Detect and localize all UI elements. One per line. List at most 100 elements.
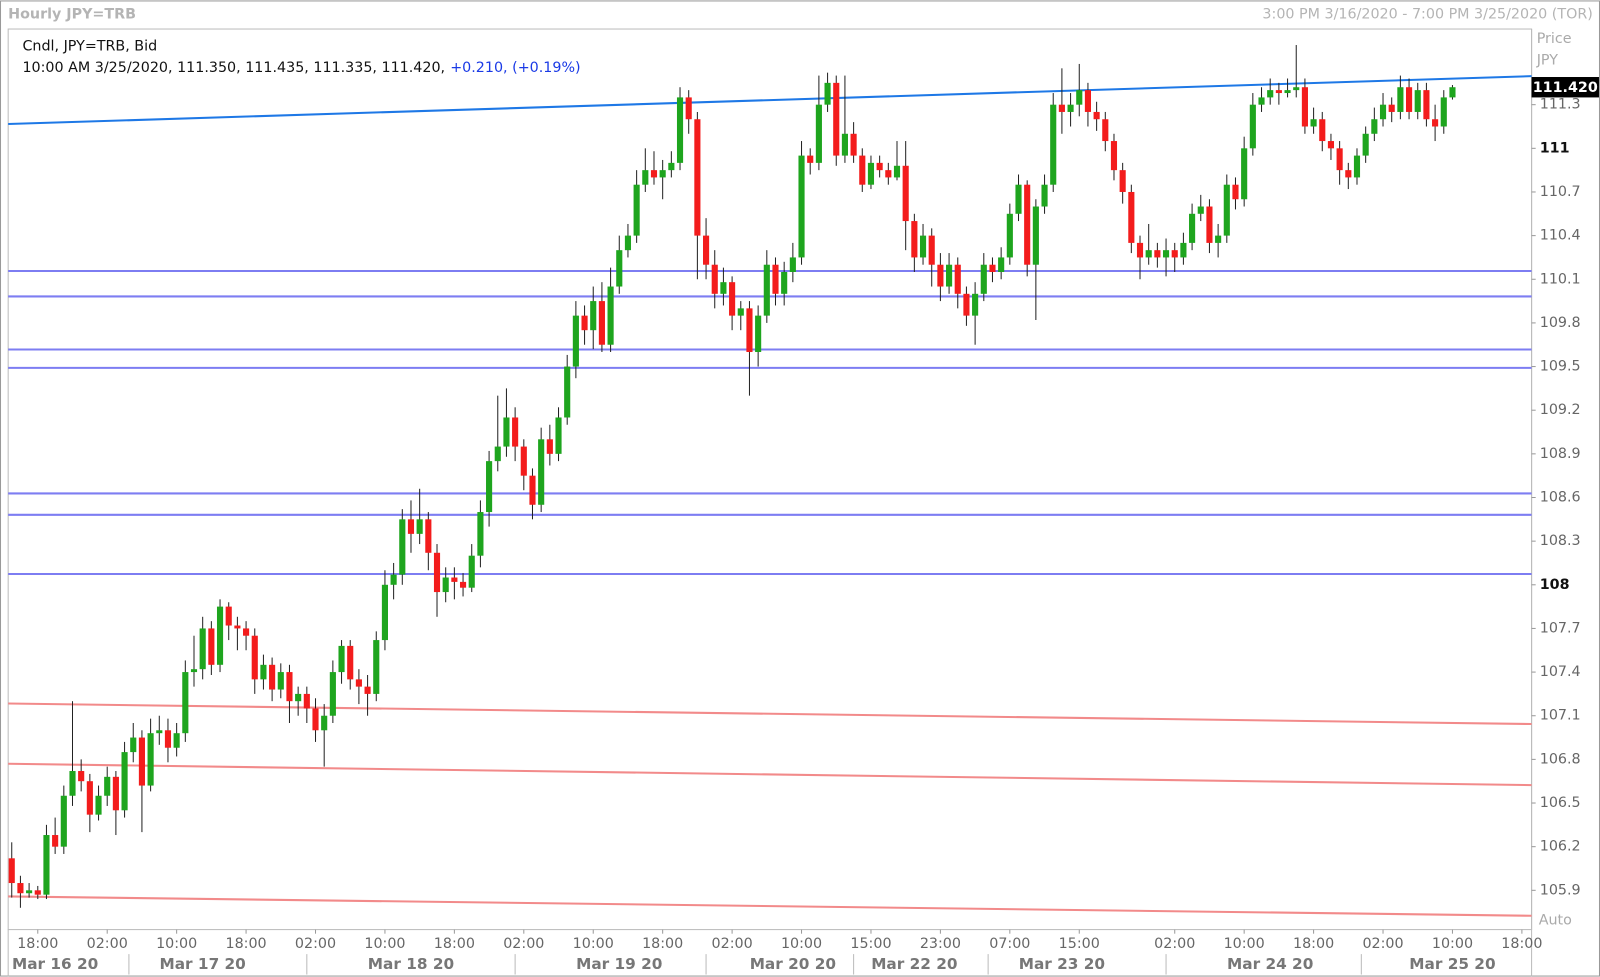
candle-body [1076,90,1083,105]
candle-body [182,672,189,734]
candle-body [546,439,553,454]
candle-body [702,235,710,265]
candle-body [486,461,493,513]
candles [8,45,1456,908]
candle-body [121,752,128,811]
candle-body [1284,90,1291,94]
candle-body [1241,148,1248,200]
y-tick-label: 106.8 [1540,751,1581,767]
x-tick-label: 10:00 [156,936,197,952]
candle-body [416,519,423,534]
y-tick-label: 109.8 [1540,315,1581,331]
candle-body [1232,184,1239,200]
candle-body [321,715,328,731]
candle-body [1110,141,1118,171]
candle-body [147,733,154,786]
candle-body [1293,87,1300,91]
candle-body [1180,242,1187,258]
candle-body [1388,104,1395,112]
candle-body [1440,97,1447,127]
last-price-tag [1531,77,1599,98]
x-tick-label: 02:00 [87,936,128,952]
candle-body [763,264,770,316]
candle-body [798,155,805,258]
candle-body [824,82,831,105]
y-tick-label: 109.2 [1540,402,1581,418]
candle-body [451,577,458,582]
axis-unit: JPY [1536,53,1559,69]
candle-body [34,890,41,895]
y-tick-label: 110.4 [1540,228,1581,244]
candle-body [668,162,675,171]
candle-body [720,282,727,294]
candle-body [112,776,119,811]
x-tick-label: 02:00 [1362,936,1403,952]
candle-body [468,555,475,588]
candle-body [841,133,848,156]
candle-body [1162,250,1170,258]
x-tick-label: 02:00 [712,936,753,952]
candle-body [86,781,93,815]
x-tick-label: 15:00 [850,936,891,952]
axes: 105.9 106.2 106.5 106.8 107.1 107.4 107.7 108 10… [12,77,1599,975]
candle-body [130,737,137,753]
trend-line [8,75,1532,126]
candle-body [572,315,579,367]
candle-body [433,552,441,593]
candle-body [746,308,753,353]
scale-mode[interactable]: Auto [1539,912,1572,928]
candle-body [538,439,545,505]
x-tick-label: 07:00 [989,936,1030,952]
candle-body [373,640,380,694]
candle-body [243,628,250,636]
candle-body [1423,90,1430,120]
candle-body [260,664,267,680]
x-tick-label: 18:00 [1293,936,1334,952]
candle-body [1119,170,1126,192]
y-tick-label: 108.3 [1540,533,1581,549]
candle-body [1397,87,1404,112]
candle-body [781,271,788,294]
candle-body [503,417,510,447]
candle-body [598,301,605,345]
candle-body [1015,184,1022,214]
candle-body [902,165,909,222]
candle-body [624,235,632,251]
candle-body [729,282,736,316]
candle-body [711,264,718,294]
date-label: Mar 22 20 [871,955,957,973]
x-tick-label: 10:00 [1432,936,1473,952]
candle-body [1362,133,1369,156]
y-tick-label: 107.4 [1540,664,1581,680]
candle-body [755,315,762,353]
candle-body [919,235,927,258]
candle-body [1024,184,1031,265]
date-label: Mar 17 20 [160,955,246,973]
candle-body [338,645,345,673]
candle-body [286,672,293,702]
candle-body [1128,191,1135,243]
candle-body [1058,104,1065,112]
candle-body [1414,90,1421,112]
candle-body [1171,250,1178,258]
candle-body [69,771,76,796]
y-tick-label: 111 [1540,140,1570,156]
candle-body [190,669,198,673]
candle-body [1275,90,1282,94]
candle-body [199,628,206,670]
axis-title: Price [1537,31,1572,47]
x-tick-label: 18:00 [17,936,58,952]
candle-body [104,776,111,796]
candle-body [1319,119,1326,142]
candle-body [694,119,701,236]
candle-body [303,693,310,709]
candle-body [980,264,987,294]
x-tick-label: 02:00 [503,936,544,952]
date-label: Mar 18 20 [368,955,454,973]
candle-body [1249,104,1256,149]
candle-body [364,686,371,694]
candle-body [1301,87,1308,127]
candle-body [1197,206,1204,214]
candle-body [1371,119,1378,134]
